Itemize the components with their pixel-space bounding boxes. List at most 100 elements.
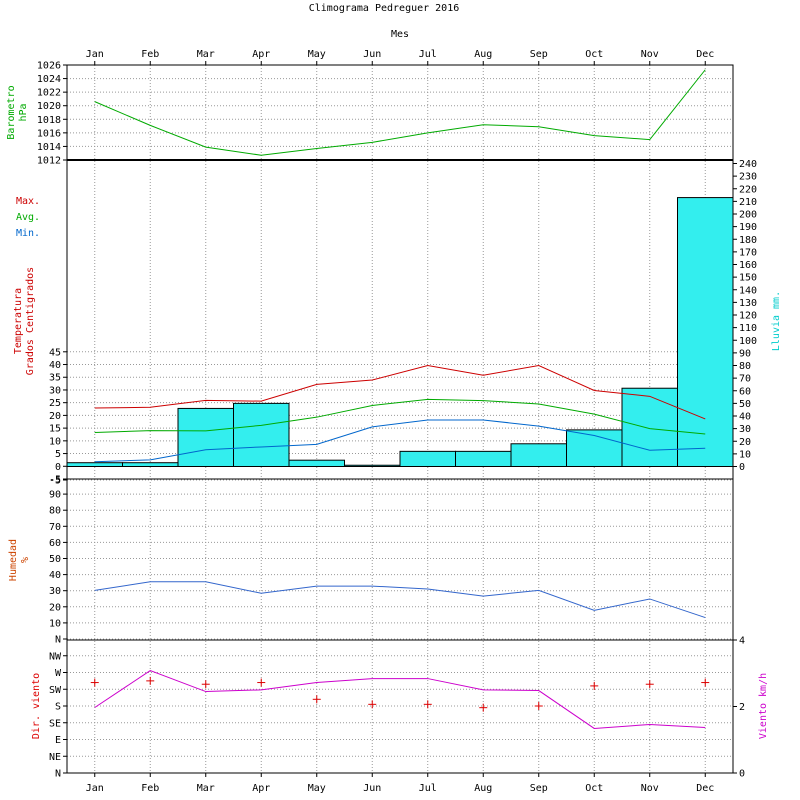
temperature-axis-title-line: Temperatura [13,288,24,354]
temp-tick-label: 35 [49,373,61,384]
rain-bar [455,450,512,468]
rain-tick-label: 40 [739,412,751,423]
wind-speed-line [94,670,706,729]
rain-tick-label: 160 [739,260,757,271]
month-label-top: Jan [86,49,104,60]
temp-tick-label: 10 [49,436,61,447]
temp-min-line [94,419,706,463]
pressure-line [94,69,706,156]
pressure-tick-label: 1024 [37,74,61,85]
rain-bar [399,450,456,468]
rain-bar [66,462,123,467]
humidity-tick-label: 10 [49,618,61,629]
rain-bar [177,407,234,467]
legend-avg: Avg. [16,212,40,223]
pressure-axis-title-line: hPa [18,103,29,121]
humidity-tick-label: 80 [49,506,61,517]
x-axis-title: Mes [391,29,409,40]
humidity-tick-label: 20 [49,602,61,613]
month-label-bottom: Apr [252,783,270,794]
wind-dir-axis-title: Dir. viento [31,673,42,739]
temp-tick-label: 20 [49,411,61,422]
rain-bars [66,197,734,468]
wind-speed-tick-label: 0 [739,769,745,780]
pressure-tick-label: 1016 [37,128,61,139]
wind-dir-tick-label: N [55,769,61,780]
month-label-top: Jun [363,49,381,60]
month-label-bottom: Mar [197,783,215,794]
pressure-tick-label: 1014 [37,142,61,153]
rain-tick-label: 0 [739,462,745,473]
temp-tick-label: 25 [49,398,61,409]
month-label-top: Jul [419,49,437,60]
rain-bar [344,464,401,467]
month-label-top: Nov [641,49,659,60]
month-label-bottom: Jul [419,783,437,794]
rain-tick-label: 110 [739,323,757,334]
rain-tick-label: 50 [739,399,751,410]
humidity-axis-title-line: % [20,557,31,563]
humidity-axis-title-line: Humedad [8,539,19,581]
rain-tick-label: 90 [739,348,751,359]
month-label-bottom: Aug [474,783,492,794]
month-label-top: Mar [197,49,215,60]
pressure-tick-label: 1026 [37,61,61,72]
plot-frame [66,64,734,774]
temp-avg-line [94,398,706,435]
rain-bar [677,197,734,467]
wind-dir-tick-label: SW [49,685,62,696]
pressure-tick-label: 1012 [37,156,61,167]
month-label-bottom: May [308,783,326,794]
month-label-bottom: Jan [86,783,104,794]
humidity-tick-label: 40 [49,570,61,581]
rain-tick-label: 30 [739,424,751,435]
month-label-top: Apr [252,49,270,60]
pressure-axis-title: BarometrohPa [6,85,29,139]
frame-layer [66,64,734,774]
temp-tick-label: 45 [49,347,61,358]
temperature-axis-title: TemperaturaGrados Centigrados [13,267,36,375]
temp-tick-label: 5 [55,449,61,460]
month-label-top: Aug [474,49,492,60]
rain-tick-label: 130 [739,298,757,309]
legend-min: Min. [16,228,40,239]
temp-tick-label: 30 [49,385,61,396]
wind-dir-tick-label: S [55,702,61,713]
rain-tick-label: 210 [739,197,757,208]
month-label-bottom: Dec [696,783,714,794]
temp-max-line [94,365,706,420]
month-label-top: Oct [585,49,603,60]
month-label-bottom: Feb [141,783,159,794]
rain-bar [621,387,678,468]
temp-tick-label: 15 [49,424,61,435]
pressure-axis-title-line: Barometro [6,85,17,139]
pressure-tick-label: 1020 [37,101,61,112]
rain-tick-label: 140 [739,285,757,296]
chart-title: Climograma Pedreguer 2016 [309,3,460,14]
rain-bar [233,402,290,467]
humidity-tick-label: -5 [49,476,61,487]
humidity-tick-label: 60 [49,538,61,549]
wind-speed-axis-title: Viento km/h [758,673,769,739]
rain-axis-title: Lluvia mm. [771,291,782,351]
axis-layer: Jan Jan Feb Feb Mar Mar Apr Apr May May Jun Jun Jul J… [6,49,782,794]
legend-max: Max. [16,196,40,207]
rain-tick-label: 20 [739,437,751,448]
rain-tick-label: 120 [739,311,757,322]
rain-tick-label: 230 [739,172,757,183]
wind-dir-tick-label: SE [49,718,61,729]
month-label-bottom: Oct [585,783,603,794]
temp-tick-label: 40 [49,360,61,371]
rain-tick-label: 180 [739,235,757,246]
rain-tick-label: 10 [739,449,751,460]
humidity-axis-title: Humedad% [8,539,31,581]
wind-dir-tick-label: NE [49,752,61,763]
rain-tick-label: 190 [739,222,757,233]
pressure-tick-label: 1022 [37,88,61,99]
humidity-tick-label: 50 [49,554,61,565]
wind-dir-tick-label: W [55,668,62,679]
rain-bar [122,462,179,467]
humidity-tick-label: 70 [49,522,61,533]
wind-dir-tick-label: E [55,735,61,746]
